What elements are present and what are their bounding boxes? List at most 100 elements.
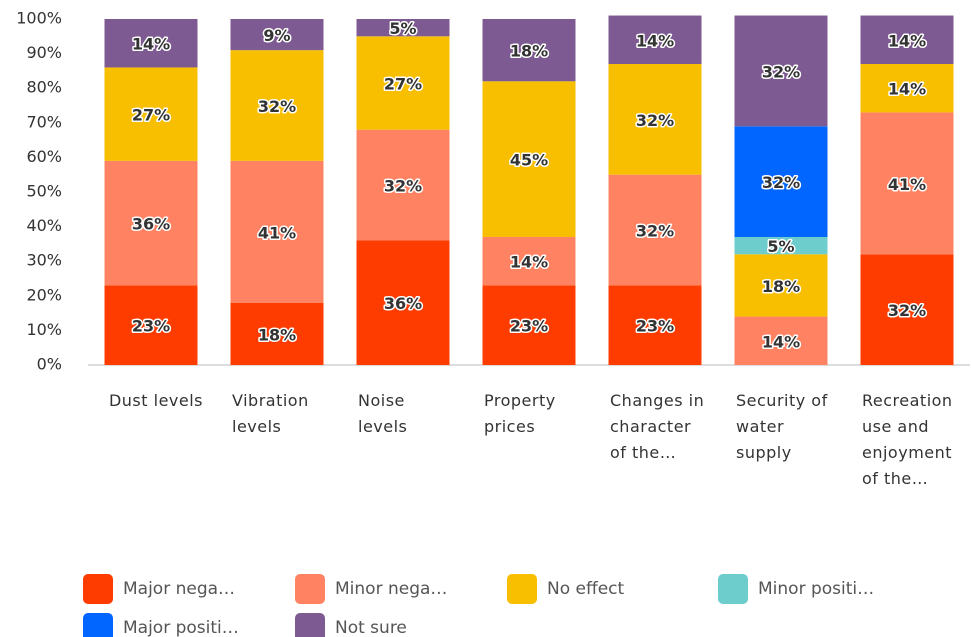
value-label: 36%	[132, 215, 170, 234]
bar-segment	[482, 81, 576, 237]
y-tick-label: 60%	[26, 147, 62, 166]
y-tick-label: 30%	[26, 251, 62, 270]
value-label: 14%	[888, 31, 926, 50]
value-label: 5%	[389, 19, 416, 38]
legend-item: No effect	[507, 574, 624, 604]
value-label: 32%	[258, 97, 296, 116]
value-label: 41%	[888, 175, 926, 194]
x-tick: Changes in character of the…	[605, 388, 715, 466]
value-label: 32%	[636, 222, 674, 241]
x-tick-label: Vibration levels	[232, 391, 309, 436]
bar-segment	[356, 129, 450, 241]
legend-swatch	[507, 574, 537, 604]
bar-segment	[608, 285, 702, 365]
bar-segment	[734, 254, 828, 317]
legend-item: Not sure	[295, 613, 407, 637]
bar-segment	[734, 15, 828, 127]
value-label: 27%	[132, 106, 170, 125]
value-label: 18%	[510, 42, 548, 61]
value-label: 14%	[510, 253, 548, 272]
value-label: 32%	[888, 301, 926, 320]
bar-segment	[608, 15, 702, 64]
legend-item: Major positi…	[83, 613, 239, 637]
value-label: 18%	[258, 325, 296, 344]
value-label: 14%	[636, 31, 674, 50]
bar-segment	[608, 63, 702, 175]
bar-segment	[230, 19, 324, 51]
bar-segment	[734, 236, 828, 255]
bar-segment	[230, 160, 324, 303]
bar-segment	[734, 316, 828, 365]
y-tick-label: 80%	[26, 78, 62, 97]
value-label: 5%	[767, 237, 794, 256]
bar-segment	[104, 285, 198, 365]
value-label: 14%	[888, 80, 926, 99]
x-tick-label: Noise levels	[358, 391, 408, 436]
value-label: 41%	[258, 223, 296, 242]
x-tick: Dust levels	[101, 388, 211, 414]
y-tick-label: 70%	[26, 112, 62, 131]
x-tick-label: Security of water supply	[736, 391, 828, 462]
bar-segment	[230, 50, 324, 161]
x-tick: Property prices	[479, 388, 589, 440]
bar-segment	[482, 285, 576, 365]
y-tick-label: 50%	[26, 182, 62, 201]
value-label: 45%	[510, 151, 548, 170]
y-tick-label: 20%	[26, 285, 62, 304]
bar-segment	[734, 126, 828, 237]
value-label: 14%	[132, 35, 170, 54]
legend-swatch	[83, 613, 113, 637]
bar-segment	[860, 112, 954, 255]
bar-segment	[356, 240, 450, 365]
bar-segment	[104, 67, 198, 161]
x-tick: Vibration levels	[227, 388, 337, 440]
bar-segment	[608, 174, 702, 286]
bar-segment	[230, 302, 324, 365]
y-tick-label: 0%	[37, 355, 62, 374]
bar-segment	[860, 15, 954, 64]
value-label: 27%	[384, 75, 422, 94]
legend-label: Major positi…	[123, 618, 239, 637]
legend-swatch	[295, 574, 325, 604]
bar-segment	[356, 36, 450, 130]
value-label: 18%	[762, 277, 800, 296]
value-label: 36%	[384, 294, 422, 313]
bar-segment	[860, 254, 954, 365]
y-tick-label: 100%	[16, 9, 62, 28]
bar-segment	[104, 160, 198, 286]
value-label: 32%	[636, 111, 674, 130]
legend-label: Minor positi…	[758, 579, 875, 599]
legend-item: Minor nega…	[295, 574, 447, 604]
legend-label: Major nega…	[123, 579, 236, 599]
value-label: 32%	[384, 177, 422, 196]
legend-item: Minor positi…	[718, 574, 874, 604]
value-label: 32%	[762, 62, 800, 81]
legend-label: Not sure	[335, 618, 407, 637]
x-tick-label: Property prices	[484, 391, 556, 436]
value-label: 32%	[762, 173, 800, 192]
legend-label: No effect	[547, 579, 625, 599]
legend-label: Minor nega…	[335, 579, 448, 599]
x-tick: Security of water supply	[731, 388, 841, 466]
bar-segment	[860, 63, 954, 113]
bar-segment	[104, 19, 198, 68]
bar-segment	[482, 19, 576, 82]
legend-swatch	[83, 574, 113, 604]
legend-swatch	[295, 613, 325, 637]
value-label: 9%	[263, 26, 290, 45]
x-tick: Recreation use and enjoyment of the…	[857, 388, 967, 492]
x-tick: Noise levels	[353, 388, 463, 440]
bar-segment	[482, 236, 576, 286]
bar-segment	[356, 19, 450, 37]
x-tick-label: Dust levels	[108, 391, 204, 410]
legend-swatch	[718, 574, 748, 604]
x-tick-label: Recreation use and enjoyment of the…	[862, 391, 953, 488]
y-tick-label: 10%	[26, 320, 62, 339]
value-label: 23%	[510, 317, 548, 336]
value-label: 14%	[762, 332, 800, 351]
y-tick-label: 90%	[26, 43, 62, 62]
value-label: 23%	[132, 317, 170, 336]
y-tick-label: 40%	[26, 216, 62, 235]
